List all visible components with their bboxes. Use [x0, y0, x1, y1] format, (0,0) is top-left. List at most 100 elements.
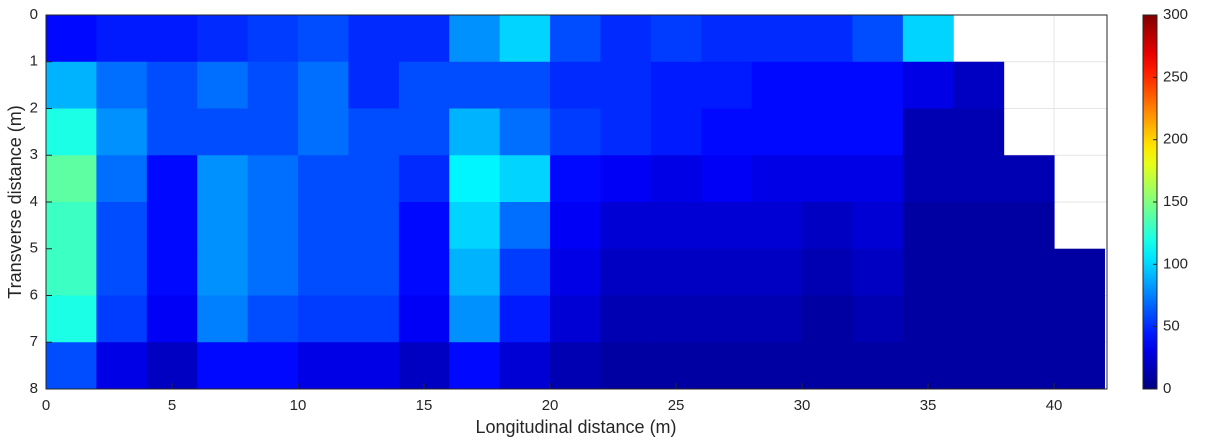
heat-cell: [298, 295, 349, 343]
heat-cell: [1054, 248, 1105, 296]
heat-cell: [600, 61, 652, 109]
heat-cell: [46, 155, 97, 203]
heat-cell: [550, 295, 601, 343]
colorbar-tick-label: 50: [1163, 318, 1180, 335]
heat-cell: [802, 295, 853, 343]
heat-cell: [499, 15, 551, 63]
heat-cell: [600, 295, 652, 343]
heat-cell: [348, 155, 400, 203]
x-tick-label: 30: [794, 397, 811, 414]
heat-cell: [398, 248, 450, 296]
heat-cell: [802, 248, 853, 296]
heat-cell: [46, 342, 97, 390]
heat-cell: [550, 202, 601, 250]
heat-cell: [247, 108, 299, 156]
heat-cell: [449, 202, 501, 250]
heat-cell: [247, 248, 299, 296]
heat-cell: [298, 342, 349, 390]
heat-cell: [398, 108, 450, 156]
heat-cell: [499, 155, 551, 203]
heat-cell: [953, 108, 1005, 156]
x-tick-label: 0: [42, 397, 50, 414]
heat-cell: [902, 202, 954, 250]
heat-cell: [953, 248, 1005, 296]
heat-cell: [449, 295, 501, 343]
heat-cell: [902, 15, 954, 63]
heat-cell: [197, 202, 249, 250]
heat-cell: [348, 202, 400, 250]
heat-cell: [46, 202, 97, 250]
heat-cell: [802, 155, 853, 203]
heat-cell: [398, 15, 450, 63]
heat-cell: [46, 15, 97, 63]
heat-cell: [953, 61, 1005, 109]
heat-cell: [146, 15, 198, 63]
heat-cell: [398, 202, 450, 250]
heat-cell: [701, 248, 753, 296]
heat-cell: [96, 202, 148, 250]
heat-cell: [802, 202, 853, 250]
heat-cell: [852, 342, 904, 390]
y-tick-label: 7: [30, 333, 38, 350]
heat-cell: [902, 342, 954, 390]
heat-cell: [902, 155, 954, 203]
heat-cell: [1003, 295, 1055, 343]
heat-cell: [953, 342, 1005, 390]
heat-cell: [650, 248, 702, 296]
heat-cell: [197, 155, 249, 203]
y-tick-label: 6: [30, 286, 38, 303]
heat-cell: [449, 342, 501, 390]
heat-cell: [247, 15, 299, 63]
heat-cell: [46, 248, 97, 296]
heat-cell: [197, 15, 249, 63]
x-tick-label: 5: [168, 397, 176, 414]
heat-cell: [852, 248, 904, 296]
heat-cell: [852, 108, 904, 156]
heat-cell: [499, 295, 551, 343]
heat-cell: [298, 15, 349, 63]
heat-cell: [96, 295, 148, 343]
heat-cell: [96, 61, 148, 109]
heat-cell: [298, 61, 349, 109]
heat-cell: [802, 61, 853, 109]
heat-cell: [46, 61, 97, 109]
heat-cell: [1054, 295, 1105, 343]
heat-cell: [701, 342, 753, 390]
heat-cell: [197, 248, 249, 296]
heat-cell: [247, 155, 299, 203]
x-tick-label: 15: [416, 397, 433, 414]
heat-cell: [348, 248, 400, 296]
y-tick-label: 8: [30, 380, 38, 397]
heat-cell: [298, 202, 349, 250]
heat-cell: [1003, 342, 1055, 390]
heat-cell: [298, 155, 349, 203]
heat-cell: [650, 295, 702, 343]
heat-cell: [197, 295, 249, 343]
heat-cell: [96, 342, 148, 390]
heat-cell: [701, 61, 753, 109]
x-tick-label: 40: [1046, 397, 1063, 414]
heat-cell: [852, 61, 904, 109]
colorbar-tick-label: 200: [1163, 131, 1188, 148]
heat-cell: [650, 108, 702, 156]
colorbar-tick-label: 150: [1163, 193, 1188, 210]
heat-cell: [550, 248, 601, 296]
heat-cell: [751, 61, 803, 109]
heat-cell: [449, 108, 501, 156]
y-tick-label: 3: [30, 146, 38, 163]
heat-cell: [146, 342, 198, 390]
heat-cell: [701, 295, 753, 343]
heat-cell: [398, 155, 450, 203]
heat-cell: [146, 295, 198, 343]
heat-cell: [247, 295, 299, 343]
x-tick-label: 20: [542, 397, 559, 414]
y-tick-label: 4: [30, 193, 38, 210]
heat-cell: [348, 15, 400, 63]
heat-cell: [1003, 248, 1055, 296]
y-tick-label: 1: [30, 53, 38, 70]
heat-cell: [802, 15, 853, 63]
heat-cell: [550, 15, 601, 63]
heat-cell: [650, 155, 702, 203]
heat-cell: [600, 155, 652, 203]
heat-cell: [449, 61, 501, 109]
